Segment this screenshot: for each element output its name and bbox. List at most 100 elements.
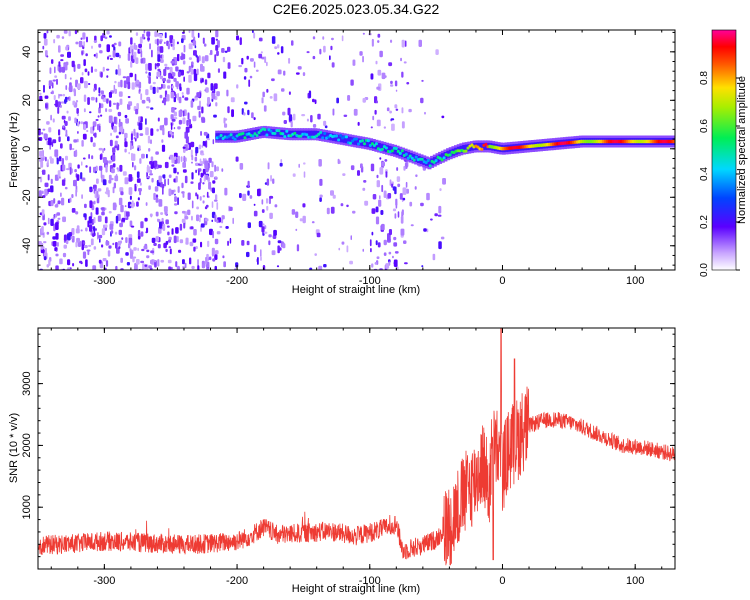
track-cell [283,135,287,139]
noise-speckle [258,220,263,228]
noise-speckle [100,114,103,117]
noise-speckle [276,265,280,268]
noise-speckle [51,90,54,95]
track-cell [368,144,372,147]
noise-speckle [331,62,335,68]
noise-speckle [75,241,78,248]
noise-speckle [306,51,310,54]
noise-speckle [102,179,107,186]
noise-speckle [73,179,77,187]
noise-speckle [109,100,112,108]
noise-speckle [370,73,374,80]
track-band [249,130,254,138]
noise-speckle [80,77,84,84]
noise-speckle [81,72,84,76]
noise-speckle [178,96,182,104]
noise-speckle [73,89,76,97]
noise-speckle [196,206,199,210]
noise-speckle [50,178,53,185]
noise-speckle [215,166,219,172]
snr-x-label: Height of straight line (km) [292,583,420,595]
noise-speckle [388,62,393,67]
noise-speckle [219,225,223,228]
noise-speckle [71,60,75,68]
noise-speckle [322,36,325,40]
noise-speckle [232,217,234,225]
noise-speckle [164,32,167,39]
noise-speckle [129,248,132,253]
noise-speckle [97,232,99,240]
noise-speckle [207,240,210,248]
noise-speckle [238,65,243,68]
noise-speckle [264,225,267,230]
noise-speckle [196,194,199,200]
noise-speckle [163,98,166,106]
track-band [265,128,270,136]
noise-speckle [74,30,78,35]
noise-speckle [203,131,208,136]
track-band [462,145,466,152]
track-cell [315,134,319,138]
noise-speckle [117,111,122,117]
noise-speckle [414,186,417,190]
noise-speckle [263,105,267,112]
noise-speckle [125,211,130,217]
noise-speckle [192,238,197,243]
noise-speckle [87,71,90,76]
noise-speckle [50,114,52,121]
noise-speckle [106,68,110,71]
noise-speckle [107,250,111,257]
noise-speckle [214,265,217,270]
noise-speckle [421,265,424,268]
noise-speckle [100,90,104,95]
noise-speckle [181,210,186,214]
track-band [393,147,397,155]
noise-speckle [205,218,209,222]
noise-speckle [253,117,256,121]
noise-speckle [177,54,180,62]
spectrogram-frame [37,29,676,271]
noise-speckle [120,240,122,244]
noise-speckle [163,206,168,212]
noise-speckle [53,39,56,44]
noise-speckle [184,262,187,269]
noise-speckle [82,251,87,259]
noise-speckle [224,187,228,196]
noise-speckle [376,100,378,104]
noise-speckle [227,62,231,69]
track-band [361,139,365,147]
noise-speckle [195,162,199,166]
noise-speckle [142,33,145,39]
noise-speckle [128,151,130,155]
noise-speckle [215,38,218,41]
noise-speckle [136,132,139,139]
x-tick-label: -200 [226,275,248,287]
noise-speckle [82,133,87,140]
noise-speckle [177,155,181,164]
noise-speckle [211,247,215,256]
noise-speckle [180,55,183,60]
noise-speckle [375,240,378,246]
noise-speckle [112,102,117,105]
noise-speckle [336,97,339,104]
noise-speckle [98,234,103,239]
noise-speckle [440,236,445,240]
noise-speckle [181,38,184,44]
noise-speckle [67,267,71,270]
noise-speckle [165,240,169,245]
noise-speckle [76,237,80,243]
noise-speckle [54,204,59,208]
noise-speckle [119,164,123,172]
noise-speckle [109,139,113,147]
noise-speckle [47,188,52,192]
noise-speckle [139,133,144,136]
noise-speckle [102,157,107,164]
noise-speckle [134,262,138,270]
noise-speckle [150,128,154,136]
noise-speckle [176,41,179,45]
noise-speckle [296,244,300,252]
noise-speckle [55,265,59,270]
noise-speckle [125,252,129,256]
noise-speckle [41,157,45,161]
noise-speckle [126,262,130,266]
